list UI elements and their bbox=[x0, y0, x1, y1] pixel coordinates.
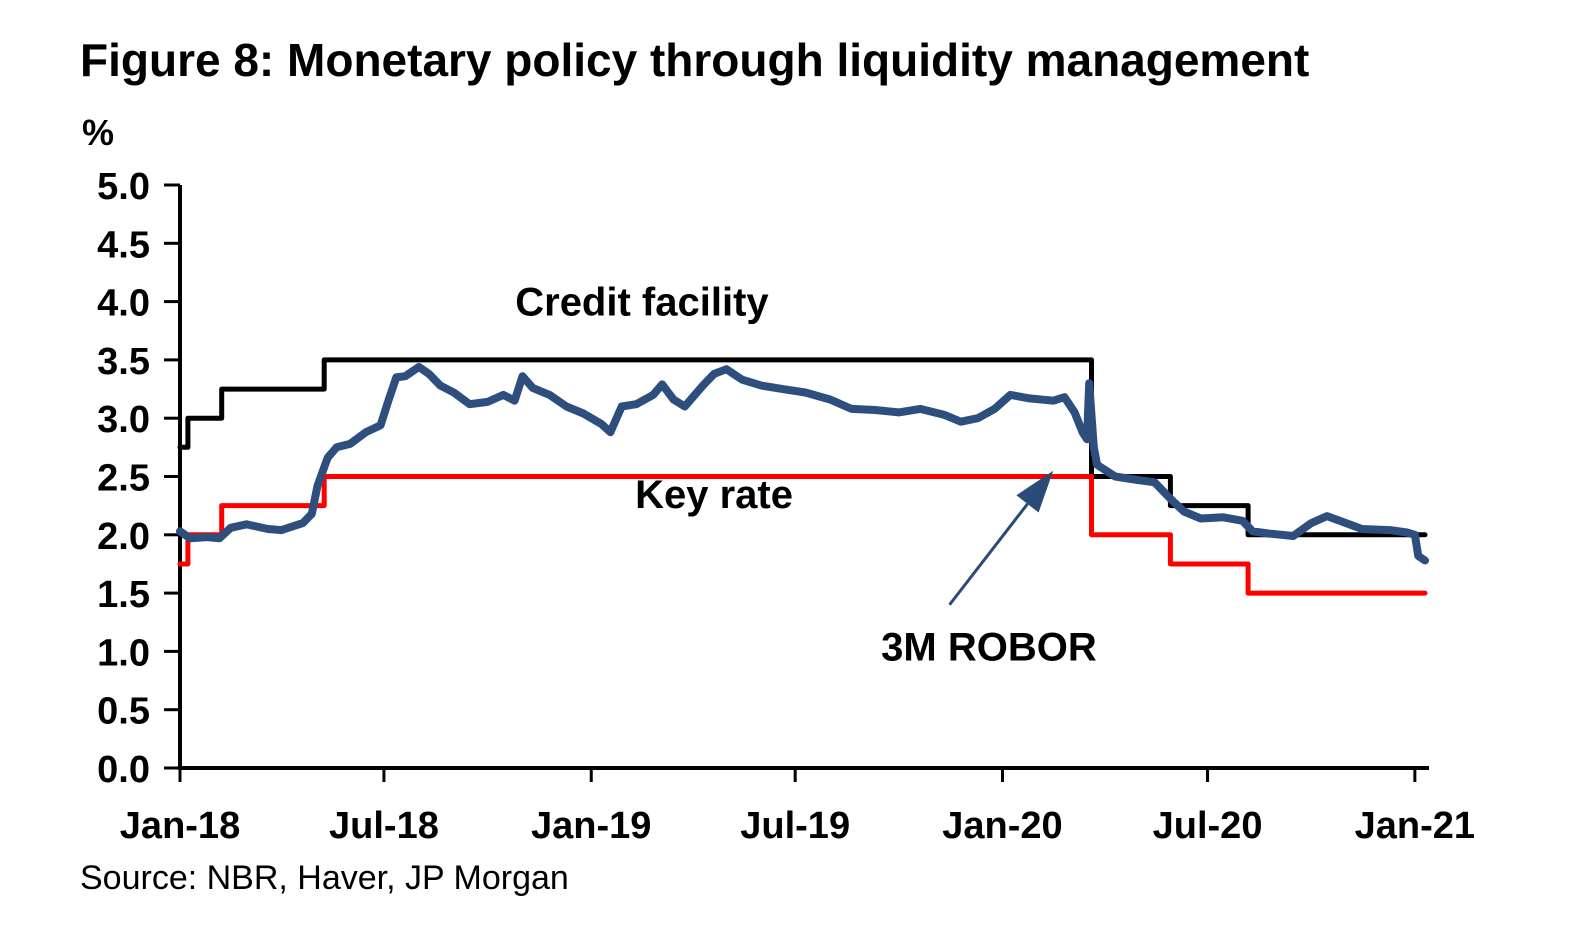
y-tick-label: 0.5 bbox=[97, 691, 150, 733]
y-tick-label: 5.0 bbox=[97, 166, 150, 208]
y-tick-label: 3.5 bbox=[97, 341, 150, 383]
y-tick-label: 1.5 bbox=[97, 574, 150, 616]
y-tick-label: 4.0 bbox=[97, 283, 150, 325]
annotations: Credit facility Key rate 3M ROBOR bbox=[515, 281, 1097, 670]
x-tick-label: Jul-20 bbox=[1153, 805, 1263, 847]
x-tick-label: Jul-19 bbox=[740, 805, 850, 847]
y-axis-unit: % bbox=[82, 112, 114, 153]
x-tick-label: Jan-20 bbox=[942, 805, 1062, 847]
series-line-3m-robor bbox=[176, 362, 1429, 565]
x-tick-label: Jan-19 bbox=[531, 805, 651, 847]
series-line-key-rate bbox=[177, 474, 1428, 596]
annotation-label: Key rate bbox=[635, 473, 793, 517]
annotation-label: 3M ROBOR bbox=[881, 626, 1097, 670]
source-note: Source: NBR, Haver, JP Morgan bbox=[80, 859, 569, 897]
y-tick-label: 2.5 bbox=[97, 458, 150, 500]
arrow-shaft bbox=[948, 502, 1029, 606]
annotation-label: Credit facility bbox=[515, 281, 769, 325]
series-lines bbox=[176, 357, 1429, 596]
x-ticks: Jan-18 Jul-18 Jan-19 Jul-19 Jan-20 Jul-20 Jan-… bbox=[120, 768, 1475, 847]
chart-title: Figure 8: Monetary policy through liquid… bbox=[80, 34, 1309, 86]
x-tick-label: Jan-21 bbox=[1355, 805, 1475, 847]
series-line-credit-facility bbox=[177, 357, 1428, 538]
x-tick-label: Jul-18 bbox=[329, 805, 439, 847]
y-tick-label: 1.0 bbox=[97, 632, 150, 674]
y-tick-label: 0.0 bbox=[97, 749, 150, 791]
y-tick-label: 4.5 bbox=[97, 224, 150, 266]
arrow-head bbox=[1016, 470, 1054, 513]
y-ticks: 0.0 0.5 1.0 1.5 2.0 2.5 3.0 3.5 4.0 4.5 5.0 bbox=[97, 166, 180, 791]
y-tick-label: 3.0 bbox=[97, 399, 150, 441]
y-tick-label: 2.0 bbox=[97, 516, 150, 558]
robor-arrow bbox=[948, 470, 1054, 606]
x-tick-label: Jan-18 bbox=[120, 805, 240, 847]
